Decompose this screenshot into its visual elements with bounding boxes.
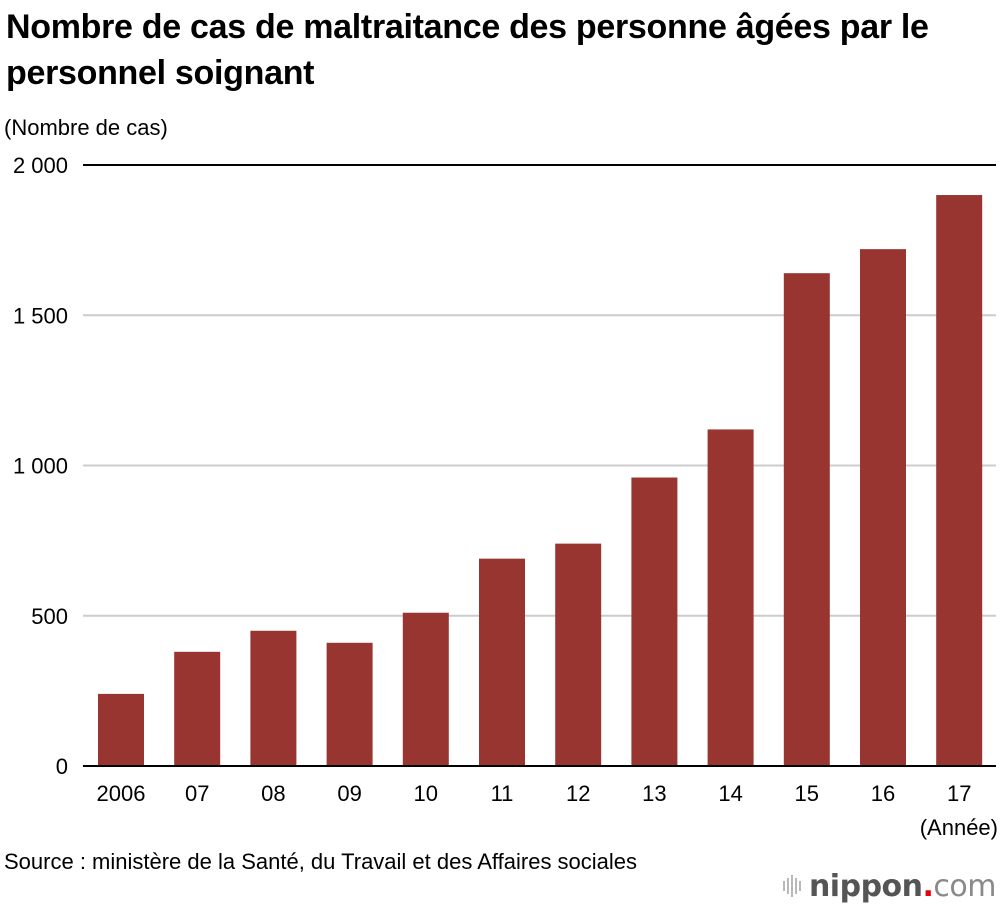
bar-08 [250,630,297,766]
bar-16 [860,249,906,766]
sound-wave-icon [782,875,801,897]
x-axis-unit-label: (Année) [919,815,998,840]
x-tick-label: 13 [642,781,666,806]
source-note: Source : ministère de la Santé, du Trava… [4,849,638,874]
x-tick-label: 07 [185,781,209,806]
y-tick-label: 1 000 [13,454,68,479]
y-tick-labels: 0 500 1 000 1 500 2 000 [13,153,68,779]
bar-09 [326,642,373,766]
logo-suffix: com [933,868,996,904]
bar-2006 [98,693,144,766]
x-tick-label: 09 [337,781,361,806]
x-tick-label: 12 [566,781,590,806]
axes [83,164,996,767]
bar-17 [936,195,983,767]
y-tick-label: 0 [56,754,68,779]
y-tick-label: 500 [31,604,68,629]
nippon-logo: nippon.com [782,866,997,906]
bar-11 [479,558,525,766]
logo-text: nippon.com [808,868,997,904]
x-tick-label: 2006 [97,781,146,806]
x-tick-label: 17 [947,781,971,806]
bar-14 [707,429,754,766]
gridlines [83,314,996,617]
bar-10 [402,612,449,766]
x-tick-label: 10 [414,781,438,806]
bars [98,195,983,767]
x-tick-label: 15 [795,781,819,806]
y-tick-label: 1 500 [13,303,68,328]
x-tick-label: 16 [871,781,895,806]
bar-07 [174,651,221,766]
logo-dot: . [922,868,934,904]
x-tick-label: 14 [718,781,742,806]
bar-15 [783,273,830,766]
y-axis-label: (Nombre de cas) [4,115,168,140]
y-tick-label: 2 000 [13,153,68,178]
x-tick-label: 11 [491,781,514,806]
chart-title: Nombre de cas de maltraitance des person… [6,8,929,92]
logo-name: nippon [808,868,923,904]
bar-12 [555,543,602,766]
bar-13 [631,477,678,766]
x-tick-labels: 2006 07 08 09 10 11 12 13 14 15 16 17 [97,781,972,806]
x-tick-label: 08 [261,781,285,806]
